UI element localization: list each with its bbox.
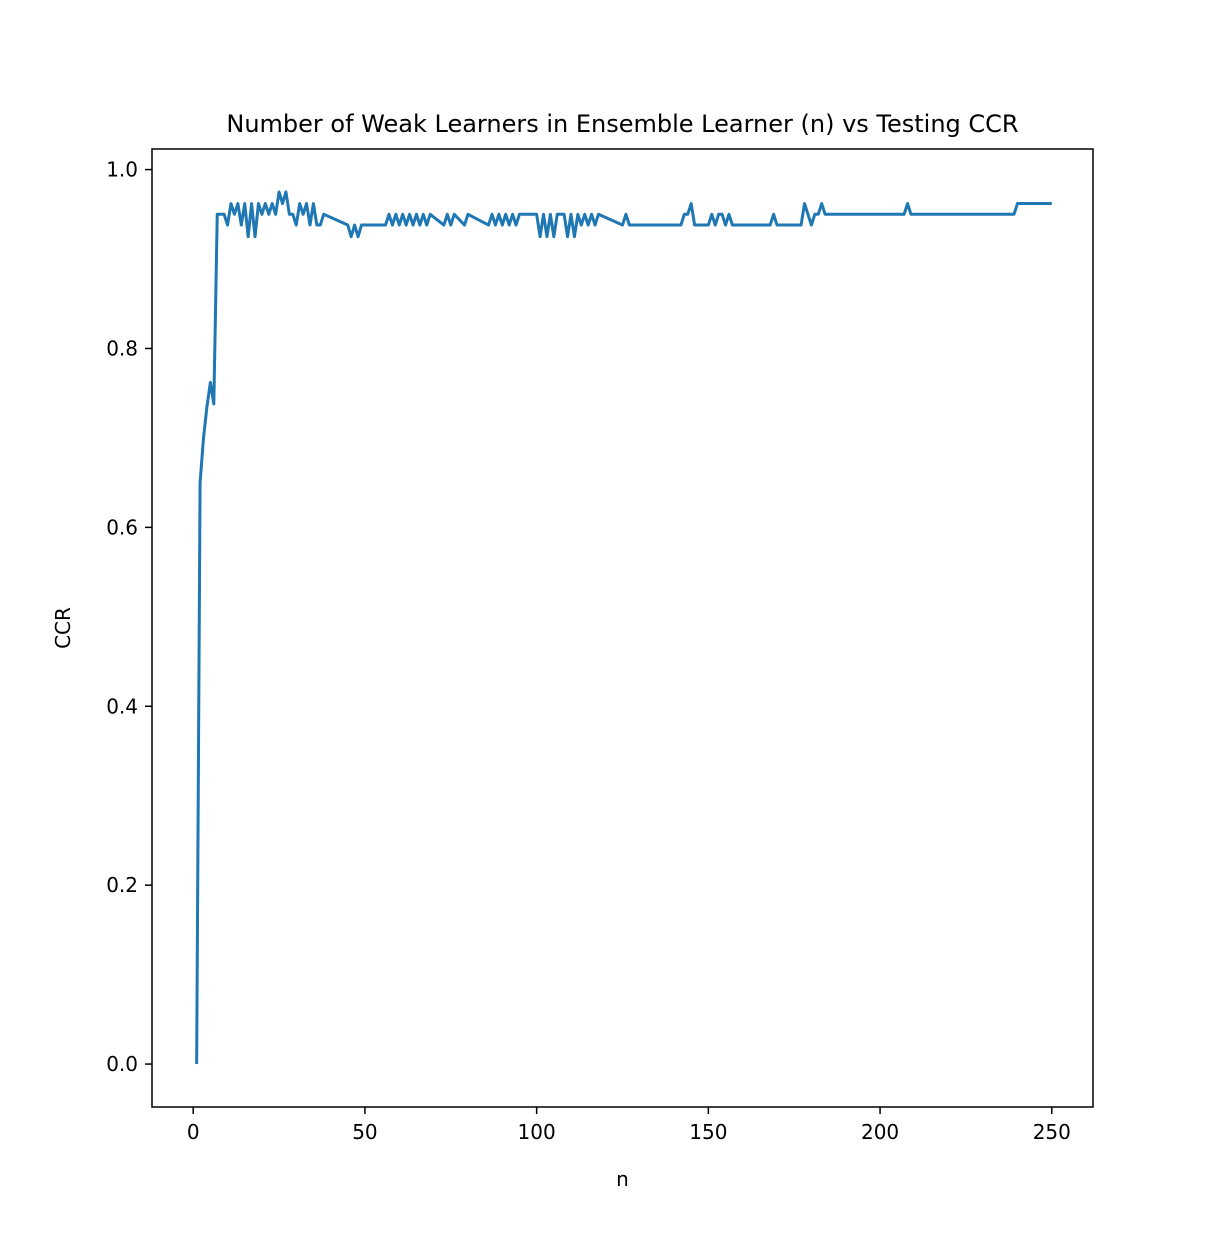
x-tick-label: 250 xyxy=(1033,1120,1071,1144)
x-tick-label: 0 xyxy=(187,1120,200,1144)
y-tick-label: 0.8 xyxy=(106,336,138,360)
plot-frame xyxy=(151,148,1094,1108)
chart-title: Number of Weak Learners in Ensemble Lear… xyxy=(226,110,1018,138)
y-axis-label: CCR xyxy=(51,607,75,649)
x-tick-label: 100 xyxy=(518,1120,556,1144)
y-axis: 0.0 0.2 0.4 0.6 0.8 1.0 xyxy=(106,158,152,1076)
x-axis-label: n xyxy=(616,1167,629,1191)
plot-area xyxy=(152,149,1093,1107)
x-axis: 0 50 100 150 200 250 xyxy=(187,1107,1071,1144)
x-tick-label: 50 xyxy=(352,1120,377,1144)
y-tick-label: 0.4 xyxy=(106,694,138,718)
y-tick-label: 0.2 xyxy=(106,873,138,897)
x-tick-label: 200 xyxy=(861,1120,899,1144)
y-tick-label: 0.0 xyxy=(106,1052,138,1076)
y-tick-label: 0.6 xyxy=(106,515,138,539)
y-tick-label: 1.0 xyxy=(106,158,138,182)
x-tick-label: 150 xyxy=(689,1120,727,1144)
series-layer xyxy=(195,190,1052,1065)
series-line-0 xyxy=(195,190,1052,1065)
